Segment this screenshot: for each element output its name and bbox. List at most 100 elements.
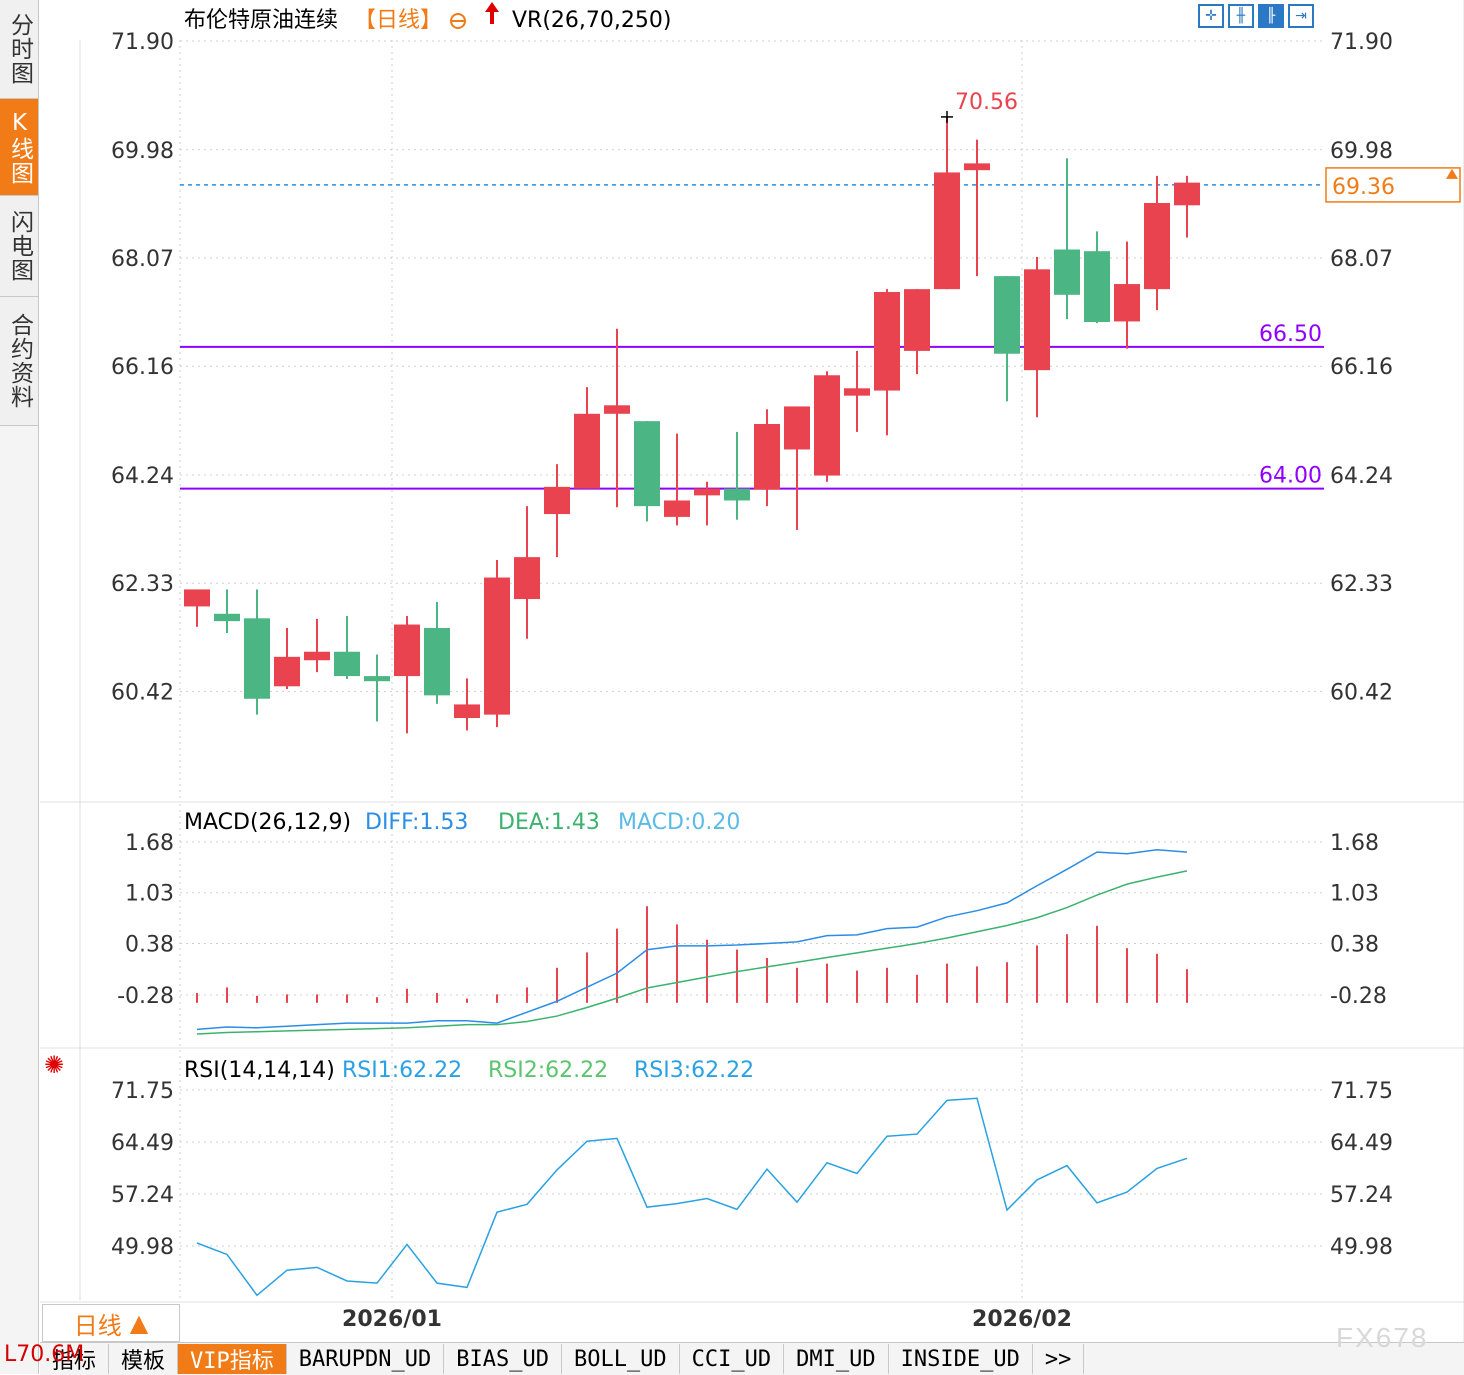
indicator-tab[interactable]: 模板 <box>109 1344 179 1374</box>
candle <box>214 589 240 634</box>
indicator-tab[interactable]: BARUPDN_UD <box>287 1344 445 1374</box>
candle-body <box>394 624 420 677</box>
rsi-left-tick: 71.75 <box>111 1079 174 1104</box>
candle-body <box>544 486 570 515</box>
indicator-tab[interactable]: INSIDE_UD <box>889 1344 1033 1374</box>
settings-icon[interactable] <box>450 13 466 29</box>
indicator-tab[interactable]: DMI_UD <box>784 1344 889 1374</box>
candle-body <box>334 651 360 677</box>
candle <box>1114 241 1140 349</box>
indicator-tab[interactable]: BIAS_UD <box>444 1344 562 1374</box>
candle <box>424 601 450 704</box>
macd-right-tick: 1.68 <box>1330 831 1379 856</box>
crosshair-icon[interactable]: ✛ <box>1198 4 1224 28</box>
watermark: FX678 <box>1336 1322 1429 1353</box>
indicator-tab[interactable]: CCI_UD <box>680 1344 785 1374</box>
candle <box>304 618 330 673</box>
candle <box>1054 158 1080 320</box>
candle-body <box>454 704 480 719</box>
tab-contract-info[interactable]: 合约资料 <box>0 297 38 426</box>
candle-body <box>874 291 900 391</box>
chart-area[interactable]: 布伦特原油连续 【日线】 VR(26,70,250) 71.90 71.90 69.… <box>40 0 1464 1342</box>
candle-body <box>814 375 840 476</box>
price-left-tick: 60.42 <box>111 680 174 705</box>
candle <box>544 464 570 558</box>
candle <box>904 289 930 375</box>
candle <box>814 371 840 482</box>
indicator-tab[interactable]: >> <box>1033 1344 1085 1374</box>
tab-kline[interactable]: K线图 <box>0 99 38 196</box>
candle-body <box>844 388 870 396</box>
price-right-tick: 60.42 <box>1330 680 1393 705</box>
tab-lightning[interactable]: 闪电图 <box>0 196 38 297</box>
candle <box>1024 256 1050 418</box>
candle <box>454 678 480 731</box>
expand-icon[interactable]: ⇥ <box>1288 4 1314 28</box>
candle <box>334 616 360 679</box>
period-label: 【日线】 <box>354 8 442 33</box>
indicator-tab-bar: 指标 模板 VIP指标 BARUPDN_UD BIAS_UD BOLL_UD CCI_UD D… <box>40 1342 1464 1375</box>
macd-left-tick: 1.68 <box>125 831 174 856</box>
candle-body <box>694 488 720 496</box>
price-right-tick: 71.90 <box>1330 30 1393 55</box>
candle <box>634 421 660 522</box>
indicator-tab[interactable]: BOLL_UD <box>562 1344 680 1374</box>
macd-left-tick: 1.03 <box>125 882 174 907</box>
candle <box>994 276 1020 402</box>
rsi-left-tick: 49.98 <box>111 1235 174 1260</box>
up-arrow-icon <box>485 2 499 24</box>
candle-body <box>904 289 930 351</box>
candle <box>514 506 540 639</box>
price-left-tick: 64.24 <box>111 464 174 489</box>
price-right-tick: 62.33 <box>1330 572 1393 597</box>
candle-body <box>604 405 630 414</box>
price-left-tick: 68.07 <box>111 247 174 272</box>
candle <box>394 616 420 734</box>
candle <box>364 654 390 722</box>
macd-right-tick: 0.38 <box>1330 932 1379 957</box>
candle <box>724 431 750 520</box>
rsi-left-tick: 57.24 <box>111 1183 174 1208</box>
candle-body <box>754 423 780 490</box>
price-left-tick: 66.16 <box>111 355 174 380</box>
candle <box>964 139 990 277</box>
rsi-left-tick: 64.49 <box>111 1131 174 1156</box>
price-right-tick: 66.16 <box>1330 355 1393 380</box>
tab-timeshare[interactable]: 分时图 <box>0 0 38 99</box>
indicator-label: VR(26,70,250) <box>512 8 671 33</box>
candle-body <box>1144 203 1170 290</box>
candle-chart-icon[interactable]: ╟ <box>1258 4 1284 28</box>
candle-body <box>364 676 390 682</box>
chart-toolbar: ✛ ╫ ╟ ⇥ <box>1198 4 1314 28</box>
candle-body <box>1114 284 1140 322</box>
x-tick-label: 2026/01 <box>342 1307 442 1332</box>
candle <box>934 116 960 290</box>
candle-body <box>244 618 270 699</box>
rsi-line <box>196 1097 1188 1297</box>
candle <box>184 589 210 627</box>
last-price-label: 69.36 <box>1332 175 1395 200</box>
period-tab-label: 日线 <box>73 1311 122 1340</box>
candle <box>574 387 600 489</box>
candle <box>1174 175 1200 238</box>
candle-body <box>1054 249 1080 295</box>
indicator-tab[interactable]: 指标 <box>40 1344 110 1374</box>
last-price-marker-icon <box>1446 168 1458 179</box>
dea-line <box>196 870 1188 1035</box>
candle-body <box>784 406 810 450</box>
candle <box>274 627 300 690</box>
period-tab[interactable]: 日线 ▲ <box>42 1304 180 1342</box>
candle-body <box>724 488 750 501</box>
bar-chart-icon[interactable]: ╫ <box>1228 4 1254 28</box>
rsi-right-tick: 71.75 <box>1330 1079 1393 1104</box>
macd-left-tick: 0.38 <box>125 932 174 957</box>
candle-body <box>1024 269 1050 371</box>
macd-right-tick: -0.28 <box>1330 984 1387 1009</box>
candle <box>754 409 780 507</box>
candle-body <box>184 589 210 607</box>
macd-series-label: DEA:1.43 <box>498 810 600 835</box>
price-left-tick: 69.98 <box>111 139 174 164</box>
price-left-tick: 62.33 <box>111 572 174 597</box>
candle <box>874 289 900 436</box>
indicator-tab[interactable]: VIP指标 <box>178 1344 287 1374</box>
